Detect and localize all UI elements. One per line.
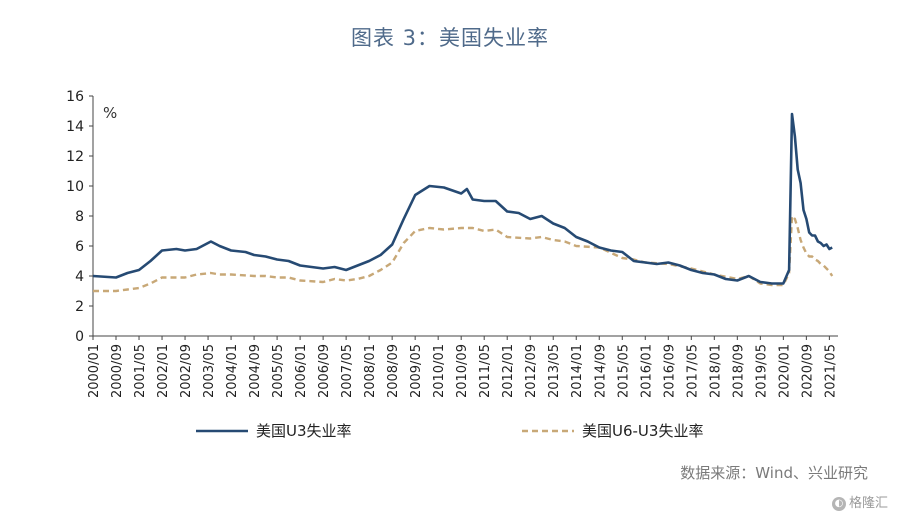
chart-title: 图表 3：美国失业率 bbox=[350, 26, 550, 50]
y-axis-unit-label: % bbox=[103, 104, 117, 122]
y-tick-label: 10 bbox=[66, 179, 84, 195]
x-tick-label: 2015/05 bbox=[616, 344, 631, 398]
x-tick-label: 2010/01 bbox=[432, 344, 447, 398]
y-tick-labels: 0 2 4 6 8 10 12 14 16 bbox=[66, 89, 84, 345]
x-tick-label: 2020/09 bbox=[800, 344, 815, 398]
series-line-u6-u3 bbox=[93, 214, 834, 293]
x-tick-label: 2011/05 bbox=[478, 344, 493, 398]
x-tick-label: 2018/09 bbox=[731, 344, 746, 398]
source-note: 数据来源：Wind、兴业研究 bbox=[680, 464, 868, 482]
x-tick-label: 2004/09 bbox=[248, 344, 263, 398]
x-tick-label: 2002/09 bbox=[179, 344, 194, 398]
watermark: ◐ 格隆汇 bbox=[831, 492, 888, 511]
x-tick-label: 2010/09 bbox=[455, 344, 470, 398]
watermark-text: 格隆汇 bbox=[848, 496, 888, 511]
x-tick-label: 2009/05 bbox=[409, 344, 424, 398]
x-tick-label: 2012/01 bbox=[501, 344, 516, 398]
x-tick-label: 2000/09 bbox=[110, 344, 125, 398]
chart-axes bbox=[89, 95, 838, 340]
y-tick-label: 4 bbox=[75, 269, 84, 285]
x-tick-label: 2006/09 bbox=[317, 344, 332, 398]
legend-label: 美国U3失业率 bbox=[256, 422, 352, 440]
x-tick-label: 2019/05 bbox=[754, 344, 769, 398]
x-tick-label: 2013/05 bbox=[547, 344, 562, 398]
x-tick-label: 2014/09 bbox=[593, 344, 608, 398]
x-tick-label: 2008/01 bbox=[363, 344, 378, 398]
x-tick-label: 2016/09 bbox=[662, 344, 677, 398]
y-tick-label: 6 bbox=[75, 239, 84, 255]
x-tick-label: 2003/05 bbox=[202, 344, 217, 398]
x-tick-label: 2004/01 bbox=[225, 344, 240, 398]
x-tick-label: 2007/05 bbox=[340, 344, 355, 398]
x-tick-label: 2016/01 bbox=[639, 344, 654, 398]
x-tick-label: 2000/01 bbox=[87, 344, 102, 398]
y-tick-label: 12 bbox=[66, 149, 84, 165]
x-tick-label: 2006/01 bbox=[294, 344, 309, 398]
x-tick-label: 2014/01 bbox=[570, 344, 585, 398]
y-tick-label: 0 bbox=[75, 329, 84, 345]
y-tick-label: 2 bbox=[75, 299, 84, 315]
x-tick-label: 2002/01 bbox=[156, 344, 171, 398]
chart-legend: 美国U3失业率 美国U6-U3失业率 bbox=[196, 422, 703, 440]
legend-label: 美国U6-U3失业率 bbox=[582, 422, 703, 440]
x-tick-label: 2008/09 bbox=[386, 344, 401, 398]
y-tick-label: 8 bbox=[75, 209, 84, 225]
series-line-u3 bbox=[92, 112, 833, 285]
x-tick-label: 2012/09 bbox=[524, 344, 539, 398]
watermark-logo-icon: ◐ bbox=[831, 497, 846, 511]
y-tick-label: 14 bbox=[66, 119, 84, 135]
x-tick-label: 2017/05 bbox=[685, 344, 700, 398]
x-tick-label: 2005/05 bbox=[271, 344, 286, 398]
y-tick-label: 16 bbox=[66, 89, 84, 105]
x-tick-label: 2020/01 bbox=[777, 344, 792, 398]
x-tick-labels: 2000/01 2000/09 2001/05 2002/01 2002/09 2003/… bbox=[87, 344, 838, 398]
series-lines bbox=[92, 112, 834, 293]
x-tick-label: 2018/01 bbox=[708, 344, 723, 398]
x-tick-label: 2021/05 bbox=[823, 344, 838, 398]
x-tick-label: 2001/05 bbox=[133, 344, 148, 398]
